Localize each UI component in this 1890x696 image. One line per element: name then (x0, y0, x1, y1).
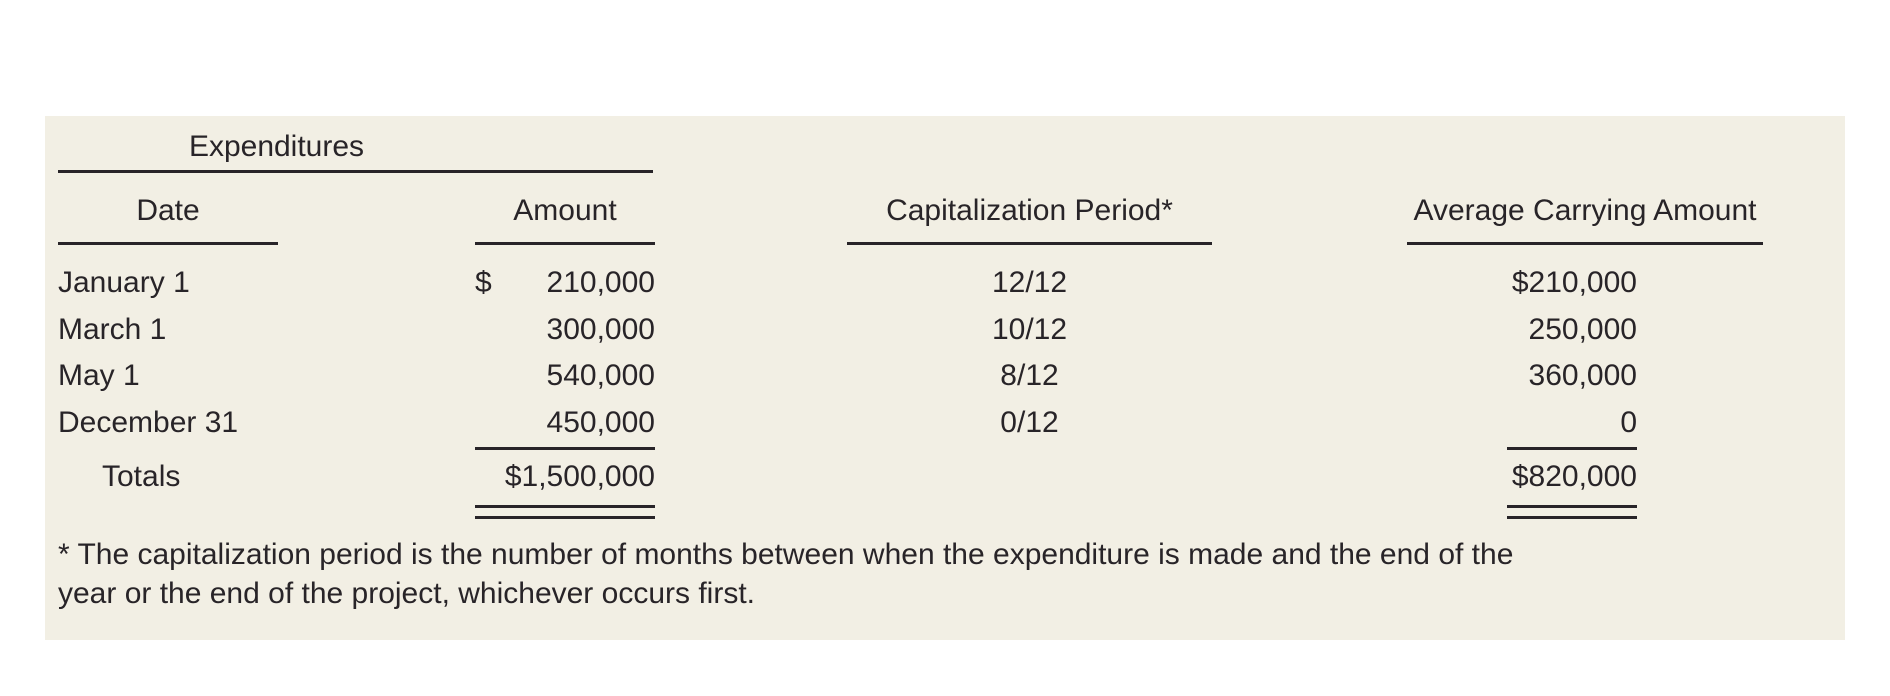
totals-amount: $1,500,000 (504, 460, 655, 493)
capitalization-period-footnote: * The capitalization period is the numbe… (58, 538, 1514, 610)
exhibit-panel: Expenditures Date Amount Capitalization … (45, 116, 1845, 640)
column-header-date: Date (58, 179, 278, 245)
row-capitalization-period: 0/12 (1000, 406, 1059, 439)
column-header-capitalization-period: Capitalization Period* (847, 179, 1212, 245)
amount-total-rule (475, 447, 655, 450)
totals-average-carrying-amount: $820,000 (1511, 460, 1637, 493)
avg-double-underline (1507, 505, 1637, 519)
column-header-average-carrying-amount: Average Carrying Amount (1407, 179, 1763, 245)
amount-double-underline (475, 505, 655, 519)
row-capitalization-period: 8/12 (1000, 359, 1059, 392)
row-date: May 1 (58, 359, 140, 392)
row-average-carrying-amount: 360,000 (1528, 359, 1637, 392)
row-date: March 1 (58, 313, 167, 346)
row-average-carrying-amount: $210,000 (1511, 266, 1637, 299)
row-amount: 540,000 (546, 359, 655, 392)
dollar-sign: $ (475, 266, 492, 299)
amount-value: 210,000 (546, 266, 655, 299)
row-date: December 31 (58, 406, 239, 439)
row-date: January 1 (58, 266, 190, 299)
expenditures-group-header: Expenditures (58, 124, 653, 173)
row-amount: $ 210,000 (475, 263, 655, 303)
row-average-carrying-amount: 250,000 (1528, 313, 1637, 346)
row-average-carrying-amount: 0 (1620, 406, 1637, 439)
row-amount: 300,000 (546, 313, 655, 346)
avg-total-rule (1507, 447, 1637, 450)
row-capitalization-period: 10/12 (991, 313, 1068, 346)
column-header-amount: Amount (475, 179, 655, 245)
row-amount: 450,000 (546, 406, 655, 439)
totals-label: Totals (102, 460, 181, 493)
row-capitalization-period: 12/12 (991, 266, 1068, 299)
